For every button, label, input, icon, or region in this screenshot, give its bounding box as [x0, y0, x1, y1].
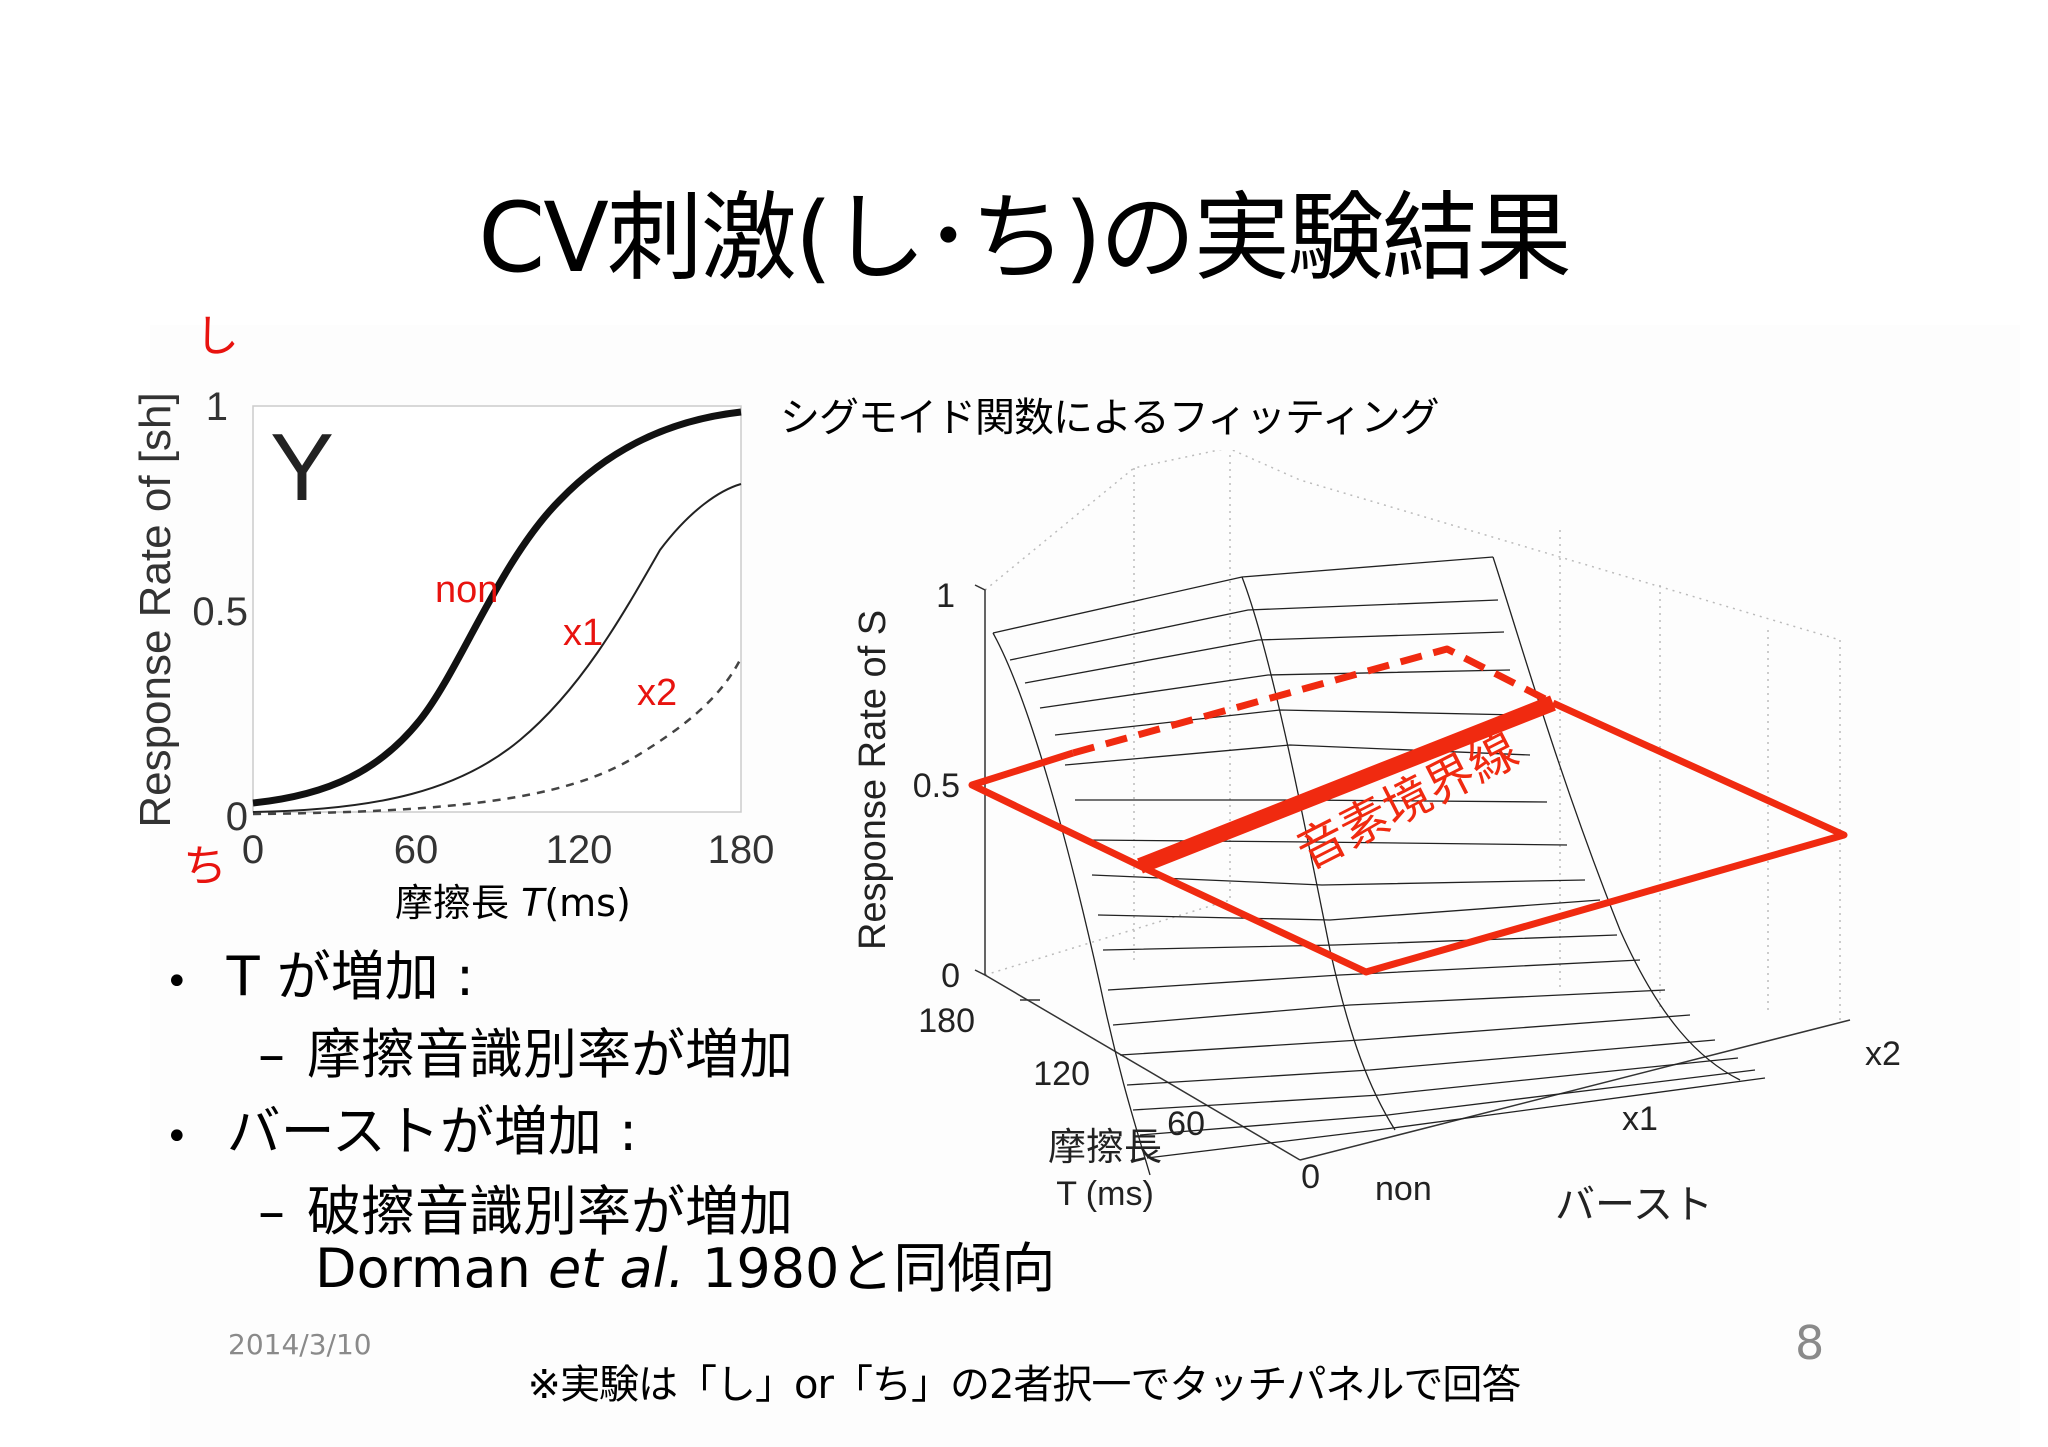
- sub-bullet-item: – 摩擦音識別率が増加: [258, 1023, 793, 1086]
- footnote: ※実験は「し」or「ち」の2者択一でタッチパネルで回答: [527, 1362, 1522, 1408]
- ttick-0: 0: [1301, 1158, 1320, 1196]
- slide-date: 2014/3/10: [228, 1328, 372, 1361]
- label-non: non: [435, 569, 498, 611]
- right-zlabel: Response Rate of S: [852, 610, 894, 950]
- label-x1: x1: [563, 612, 603, 654]
- sub-bullet-item: – 破擦音識別率が増加: [258, 1180, 793, 1243]
- boundary-plane: [968, 645, 1848, 976]
- chi-marker: ち: [183, 841, 227, 892]
- ytick-1: 1: [206, 385, 228, 429]
- burst-tick-x2: x2: [1865, 1035, 1901, 1073]
- shi-marker: し: [195, 311, 239, 362]
- left-ylabel: Response Rate of [sh]: [131, 392, 180, 827]
- left-plot-area: [252, 405, 742, 813]
- burst-tick-x1: x1: [1622, 1100, 1658, 1138]
- xtick-120: 120: [546, 828, 613, 872]
- curve-x2: [252, 657, 743, 816]
- ztick-0: 0: [941, 957, 960, 995]
- surface-mesh: [992, 556, 1766, 1176]
- xtick-180: 180: [708, 828, 775, 872]
- burst-axis: [1299, 1019, 1851, 1161]
- ttick-180: 180: [918, 1002, 975, 1040]
- dash-icon: –: [258, 1180, 285, 1243]
- xtick-60: 60: [394, 828, 439, 872]
- t-axis-label-jp: 摩擦長: [1048, 1127, 1162, 1169]
- ztick-0-5: 0.5: [913, 767, 960, 805]
- slide-title: CV刺激(し･ち)の実験結果: [478, 182, 1572, 294]
- curve-non: [252, 408, 742, 807]
- panel-letter: Y: [270, 414, 334, 521]
- xtick-0: 0: [242, 828, 264, 872]
- dash-icon: –: [258, 1023, 285, 1086]
- curve-x1: [252, 483, 742, 813]
- ttick-60: 60: [1167, 1105, 1205, 1143]
- t-axis: [984, 974, 1301, 1161]
- label-x2: x2: [637, 672, 677, 714]
- ytick-0: 0: [226, 795, 248, 839]
- burst-axis-label: バースト: [1555, 1183, 1713, 1227]
- ttick-120: 120: [1033, 1055, 1090, 1093]
- ztick-1: 1: [936, 577, 955, 615]
- ytick-0-5: 0.5: [192, 590, 248, 634]
- page-number: 8: [1795, 1316, 1825, 1370]
- t-axis-label-unit: T (ms): [1056, 1175, 1154, 1213]
- fitting-caption: シグモイド関数によるフィッティング: [780, 395, 1440, 441]
- phoneme-boundary-line: [1137, 695, 1556, 874]
- left-chart: 1 0.5 0 0 60 120 180 Y Response Rate of …: [131, 385, 775, 872]
- citation-line: Dorman et al. 1980と同傾向: [315, 1237, 1056, 1300]
- burst-tick-non: non: [1375, 1170, 1432, 1208]
- bullet-item: • バーストが増加 :: [165, 1100, 638, 1163]
- bullet-dot-icon: •: [165, 959, 189, 1005]
- bullet-item: • T が増加 :: [165, 945, 475, 1008]
- left-xlabel: 摩擦長 T(ms): [395, 881, 631, 925]
- right-3d-chart: 音素境界線 1 0.5 0 180 120 60 0 non x1 x2 Res…: [852, 450, 1901, 1227]
- axis-box-dotted: [984, 450, 1841, 1020]
- bullet-dot-icon: •: [165, 1114, 189, 1160]
